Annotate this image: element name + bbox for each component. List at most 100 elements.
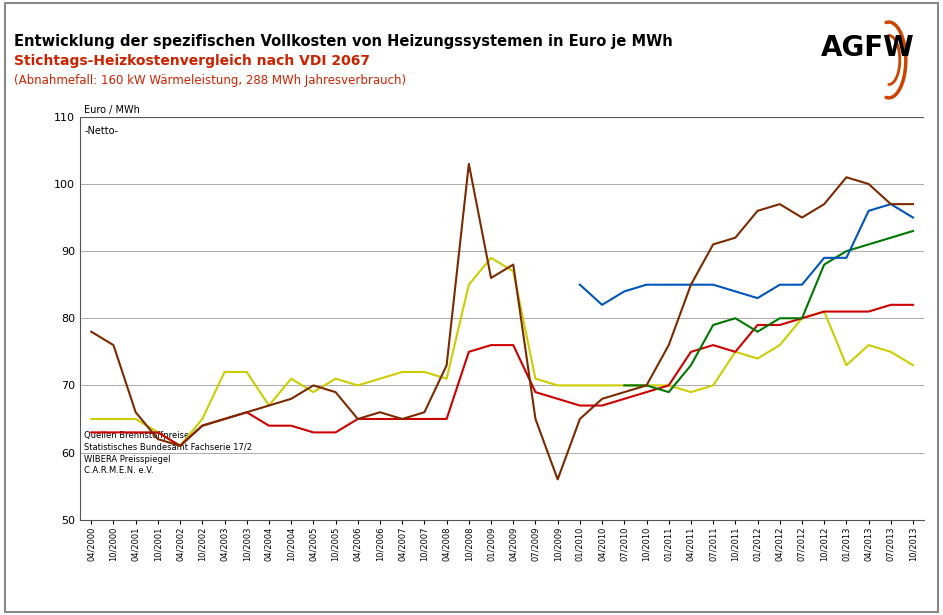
Fernwärme (219, 415, 230, 423)
Holzpellets (730, 314, 741, 322)
Fernwärme (574, 402, 586, 409)
Heizöl leicht (441, 362, 453, 369)
Erdgas (241, 368, 253, 376)
Fernwärme (596, 402, 607, 409)
Erdgas (486, 254, 497, 261)
Wärmepumpe (796, 281, 807, 288)
Erdgas (307, 389, 319, 396)
Fernwärme (330, 429, 341, 436)
Erdgas (108, 415, 119, 423)
Erdgas (796, 314, 807, 322)
Holzpellets (619, 382, 630, 389)
Heizöl leicht (819, 200, 830, 208)
Fernwärme (263, 422, 274, 429)
Holzpellets (796, 314, 807, 322)
Heizöl leicht (352, 415, 363, 423)
Wärmepumpe (752, 295, 763, 302)
Fernwärme (486, 341, 497, 349)
Erdgas (219, 368, 230, 376)
Line: Erdgas: Erdgas (91, 258, 913, 446)
Heizöl leicht (197, 422, 208, 429)
Heizöl leicht (330, 389, 341, 396)
Heizöl leicht (463, 160, 474, 167)
Fernwärme (130, 429, 141, 436)
Holzpellets (774, 314, 786, 322)
Erdgas (574, 382, 586, 389)
Fernwärme (730, 348, 741, 355)
Fernwärme (286, 422, 297, 429)
Heizöl leicht (530, 415, 541, 423)
Wärmepumpe (819, 254, 830, 261)
Heizöl leicht (419, 408, 430, 416)
Fernwärme (774, 321, 786, 328)
Holzpellets (863, 240, 874, 248)
Wärmepumpe (885, 200, 897, 208)
Holzpellets (841, 247, 852, 255)
Wärmepumpe (619, 288, 630, 295)
Wärmepumpe (707, 281, 719, 288)
Fernwärme (841, 308, 852, 315)
Holzpellets (885, 234, 897, 241)
Fernwärme (197, 422, 208, 429)
Heizöl leicht (152, 435, 163, 443)
Erdgas (152, 429, 163, 436)
Erdgas (441, 375, 453, 383)
Fernwärme (530, 389, 541, 396)
Erdgas (552, 382, 563, 389)
Fernwärme (796, 314, 807, 322)
Erdgas (507, 268, 519, 275)
Heizöl leicht (885, 200, 897, 208)
Heizöl leicht (619, 389, 630, 396)
Heizöl leicht (374, 408, 386, 416)
Fernwärme (108, 429, 119, 436)
Wärmepumpe (907, 214, 918, 221)
Wärmepumpe (863, 207, 874, 215)
Text: Euro / MWh: Euro / MWh (84, 105, 141, 115)
Fernwärme (441, 415, 453, 423)
Erdgas (752, 355, 763, 362)
Heizöl leicht (241, 408, 253, 416)
Erdgas (841, 362, 852, 369)
Wärmepumpe (774, 281, 786, 288)
Heizöl leicht (774, 200, 786, 208)
Text: AGFW: AGFW (820, 34, 914, 62)
Fernwärme (686, 348, 697, 355)
Heizöl leicht (86, 328, 97, 335)
Wärmepumpe (841, 254, 852, 261)
Line: Holzpellets: Holzpellets (624, 231, 913, 392)
Heizöl leicht (863, 180, 874, 188)
Erdgas (907, 362, 918, 369)
Erdgas (885, 348, 897, 355)
Fernwärme (619, 395, 630, 402)
Heizöl leicht (263, 402, 274, 409)
Erdgas (86, 415, 97, 423)
Wärmepumpe (596, 301, 607, 309)
Line: Heizöl leicht: Heizöl leicht (91, 164, 913, 480)
Line: Fernwärme: Fernwärme (91, 305, 913, 446)
Text: Stichtags-Heizkostenvergleich nach VDI 2067: Stichtags-Heizkostenvergleich nach VDI 2… (14, 54, 371, 68)
Heizöl leicht (663, 341, 674, 349)
Fernwärme (863, 308, 874, 315)
Fernwärme (152, 429, 163, 436)
Text: Entwicklung der spezifischen Vollkosten von Heizungssystemen in Euro je MWh: Entwicklung der spezifischen Vollkosten … (14, 34, 673, 49)
Text: Quellen Brennstoffpreise:
Statistisches Bundesamt Fachserie 17/2
WIBERA Preisspi: Quellen Brennstoffpreise: Statistisches … (84, 431, 253, 475)
Heizöl leicht (286, 395, 297, 402)
Heizöl leicht (707, 240, 719, 248)
Heizöl leicht (841, 173, 852, 181)
Fernwärme (819, 308, 830, 315)
Erdgas (530, 375, 541, 383)
Erdgas (374, 375, 386, 383)
Wärmepumpe (641, 281, 653, 288)
Fernwärme (552, 395, 563, 402)
Fernwärme (907, 301, 918, 309)
Fernwärme (86, 429, 97, 436)
Heizöl leicht (507, 261, 519, 268)
Holzpellets (707, 321, 719, 328)
Text: (Abnahmefall: 160 kW Wärmeleistung, 288 MWh Jahresverbrauch): (Abnahmefall: 160 kW Wärmeleistung, 288 … (14, 74, 406, 87)
Heizöl leicht (796, 214, 807, 221)
Heizöl leicht (397, 415, 408, 423)
Erdgas (286, 375, 297, 383)
Wärmepumpe (730, 288, 741, 295)
Text: -Netto-: -Netto- (84, 125, 119, 136)
Erdgas (663, 382, 674, 389)
